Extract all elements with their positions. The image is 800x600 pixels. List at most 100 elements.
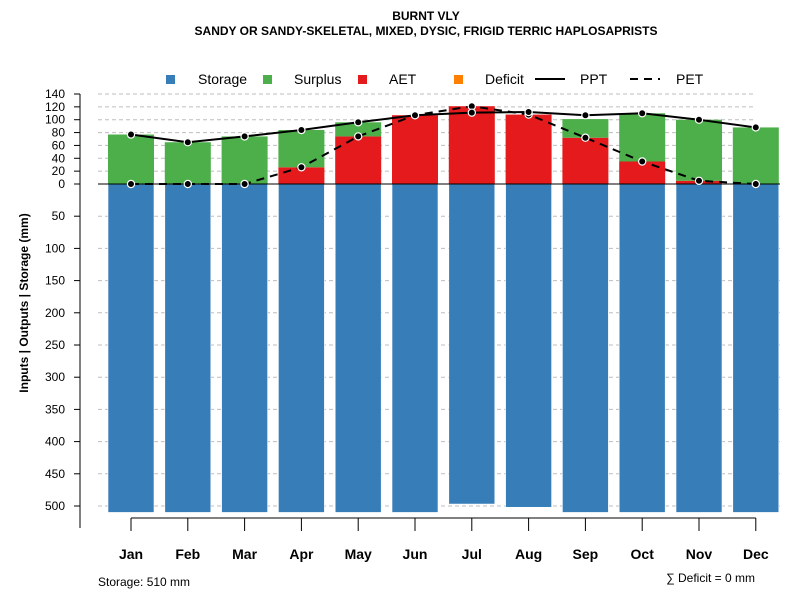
surplus-bar	[562, 119, 609, 138]
chart-subtitle: SANDY OR SANDY-SKELETAL, MIXED, DYSIC, F…	[195, 24, 658, 38]
ppt-point	[524, 107, 533, 117]
pet-line	[131, 105, 756, 185]
chart-title: BURNT VLY	[392, 9, 460, 23]
storage-footnote: Storage: 510 mm	[98, 575, 190, 589]
pet-point	[638, 157, 647, 166]
x-tick-label-apr: Apr	[289, 546, 314, 562]
legend-deficit-swatch	[454, 75, 463, 84]
y-tick-label: 250	[45, 338, 65, 352]
x-tick-label-oct: Oct	[631, 546, 655, 562]
x-tick-label-mar: Mar	[232, 546, 257, 562]
y-tick-label: 300	[45, 370, 65, 384]
surplus-bar	[335, 122, 382, 137]
pet-point	[240, 179, 249, 189]
legend-pet-label: PET	[676, 71, 704, 87]
series-lines	[126, 102, 761, 189]
aet-bar	[335, 136, 382, 184]
y-tick-label: 40	[52, 151, 66, 165]
ppt-point	[751, 123, 761, 132]
ppt-line	[130, 110, 756, 144]
pet-point	[297, 163, 306, 172]
legend-surplus-label: Surplus	[294, 71, 341, 87]
surplus-bar	[278, 130, 325, 168]
y-tick-label: 450	[45, 467, 65, 481]
legend: Storage Surplus AET Deficit PPT PET	[166, 71, 704, 87]
surplus-bar	[732, 127, 779, 184]
y-tick-label: 150	[45, 274, 65, 288]
y-tick-label: 80	[52, 126, 66, 140]
storage-bar	[221, 183, 268, 513]
legend-storage-swatch	[166, 75, 175, 84]
x-tick-label-jan: Jan	[119, 546, 143, 562]
aet-bar	[505, 114, 552, 184]
storage-bar	[164, 183, 212, 513]
x-tick-label-feb: Feb	[175, 546, 200, 562]
legend-surplus-swatch	[263, 75, 272, 84]
pet-point	[751, 179, 761, 189]
storage-bar	[675, 183, 723, 513]
x-tick-label-nov: Nov	[686, 546, 713, 562]
y-tick-label: 120	[45, 100, 65, 114]
storage-bar	[107, 183, 155, 513]
aet-bar	[448, 106, 495, 184]
y-tick-label: 60	[52, 138, 66, 152]
aet-bar	[392, 115, 438, 184]
x-tick-label-may: May	[345, 546, 372, 562]
storage-bar	[391, 183, 439, 513]
ppt-point	[581, 111, 590, 120]
y-tick-label: 20	[52, 164, 66, 178]
ppt-point	[694, 115, 704, 124]
pet-point	[126, 179, 136, 189]
pet-point	[581, 133, 590, 142]
y-axis-label: Inputs | Outputs | Storage (mm)	[17, 213, 31, 392]
legend-aet-label: AET	[389, 71, 417, 87]
x-tick-label-aug: Aug	[515, 546, 542, 562]
ppt-point	[183, 138, 192, 147]
ppt-point	[638, 109, 647, 118]
x-tick-label-jul: Jul	[462, 546, 482, 562]
x-tick-label-jun: Jun	[403, 546, 428, 562]
storage-bar	[562, 183, 609, 513]
y-tick-label: 140	[45, 87, 65, 101]
aet-bar	[562, 137, 609, 184]
ppt-point	[240, 132, 249, 141]
ppt-point	[467, 108, 476, 117]
bars	[98, 106, 780, 513]
legend-aet-swatch	[358, 75, 367, 84]
storage-bar	[732, 183, 780, 513]
deficit-footnote: ∑ Deficit = 0 mm	[666, 571, 755, 585]
legend-ppt-label: PPT	[580, 71, 608, 87]
y-tick-label: 350	[45, 402, 65, 416]
surplus-bar	[619, 113, 666, 162]
ppt-point	[126, 130, 136, 139]
y-tick-label: 500	[45, 499, 65, 513]
axes: 1401201008060402005010015020025030035040…	[45, 87, 769, 562]
surplus-bar	[221, 136, 268, 184]
y-tick-label: 50	[52, 209, 66, 223]
x-tick-label-dec: Dec	[743, 546, 769, 562]
legend-deficit-label: Deficit	[485, 71, 524, 87]
pet-point	[694, 176, 704, 185]
storage-bar	[278, 183, 325, 513]
ppt-point	[297, 125, 306, 135]
surplus-bar	[164, 142, 211, 184]
legend-storage-label: Storage	[198, 71, 247, 87]
storage-bar	[334, 183, 382, 513]
y-tick-label: 200	[45, 306, 65, 320]
y-tick-label: 100	[45, 241, 65, 255]
ppt-point	[354, 118, 363, 127]
pet-point	[183, 179, 192, 189]
y-tick-label: 100	[45, 113, 65, 127]
surplus-bar	[108, 134, 154, 184]
pet-point	[354, 132, 363, 141]
surplus-bar	[676, 119, 722, 181]
storage-bar	[505, 183, 552, 508]
y-tick-label: 400	[45, 435, 65, 449]
ppt-point	[410, 111, 420, 120]
y-tick-label: 0	[58, 177, 65, 191]
x-tick-label-sep: Sep	[573, 546, 599, 562]
storage-bar	[448, 183, 496, 505]
aet-bar	[619, 161, 666, 184]
storage-bar	[618, 183, 666, 513]
